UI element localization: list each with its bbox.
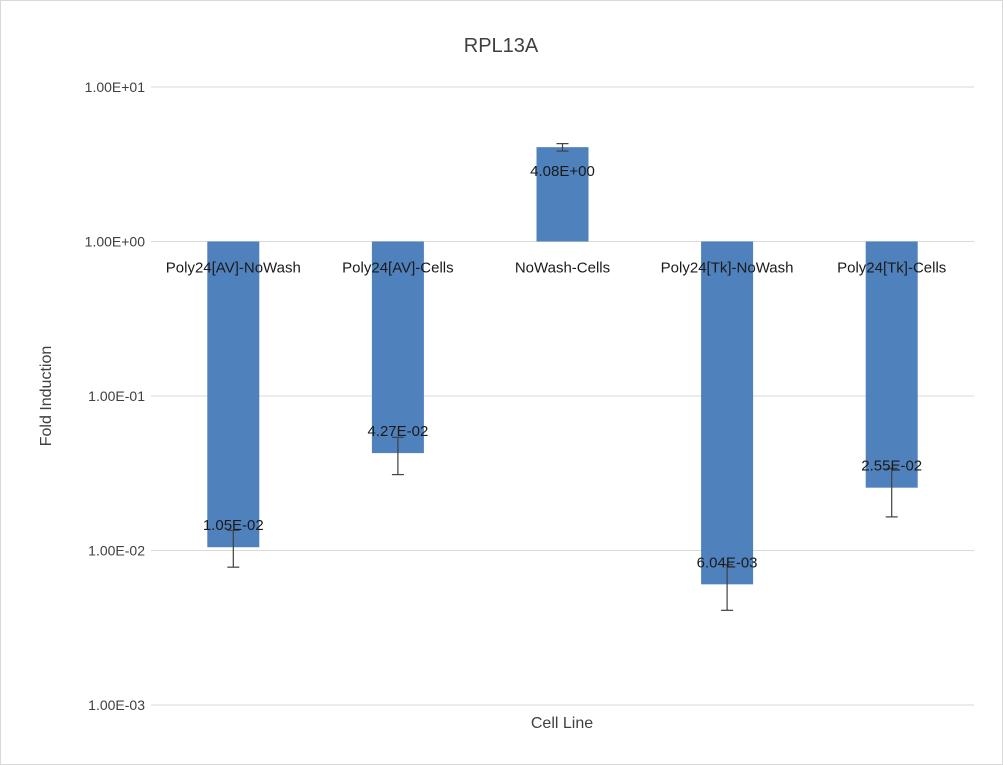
category-label: Poly24[Tk]-NoWash — [661, 260, 794, 277]
category-label: Poly24[Tk]-Cells — [837, 260, 946, 277]
error-bars — [227, 143, 898, 611]
error-bar — [227, 529, 240, 568]
y-tick-label: 1.00E-01 — [88, 388, 145, 404]
y-axis-title: Fold Induction — [38, 346, 55, 447]
error-bar — [721, 564, 734, 611]
bar — [207, 241, 260, 548]
error-bar — [556, 143, 569, 152]
y-tick-label: 1.00E+00 — [85, 234, 146, 250]
chart-title: RPL13A — [464, 35, 539, 57]
data-label: 4.08E+00 — [530, 163, 595, 180]
category-label: NoWash-Cells — [515, 260, 610, 277]
bar — [536, 147, 589, 242]
data-label: 6.04E-03 — [697, 554, 758, 571]
data-label: 1.05E-02 — [203, 517, 264, 534]
category-labels: Poly24[AV]-NoWash Poly24[AV]-Cells NoWash-… — [166, 260, 947, 277]
bar — [701, 241, 754, 585]
x-axis-title: Cell Line — [531, 715, 593, 732]
data-labels: 1.05E-02 4.27E-02 4.08E+00 6.04E-03 2.55E-02 — [203, 163, 922, 571]
data-label: 2.55E-02 — [861, 458, 922, 475]
y-tick-label: 1.00E-02 — [88, 543, 145, 559]
y-tick-label: 1.00E-03 — [88, 697, 145, 713]
bars — [207, 147, 918, 585]
category-label: Poly24[AV]-Cells — [342, 260, 453, 277]
bar — [865, 241, 918, 488]
error-bar — [885, 467, 898, 518]
y-tick-label: 1.00E+01 — [85, 79, 146, 95]
category-label: Poly24[AV]-NoWash — [166, 260, 301, 277]
y-axis-ticks: 1.00E+01 1.00E+00 1.00E-01 1.00E-02 1.00E-03 — [85, 79, 146, 713]
data-label: 4.27E-02 — [367, 423, 428, 440]
bar — [371, 241, 424, 454]
error-bar — [391, 436, 404, 476]
